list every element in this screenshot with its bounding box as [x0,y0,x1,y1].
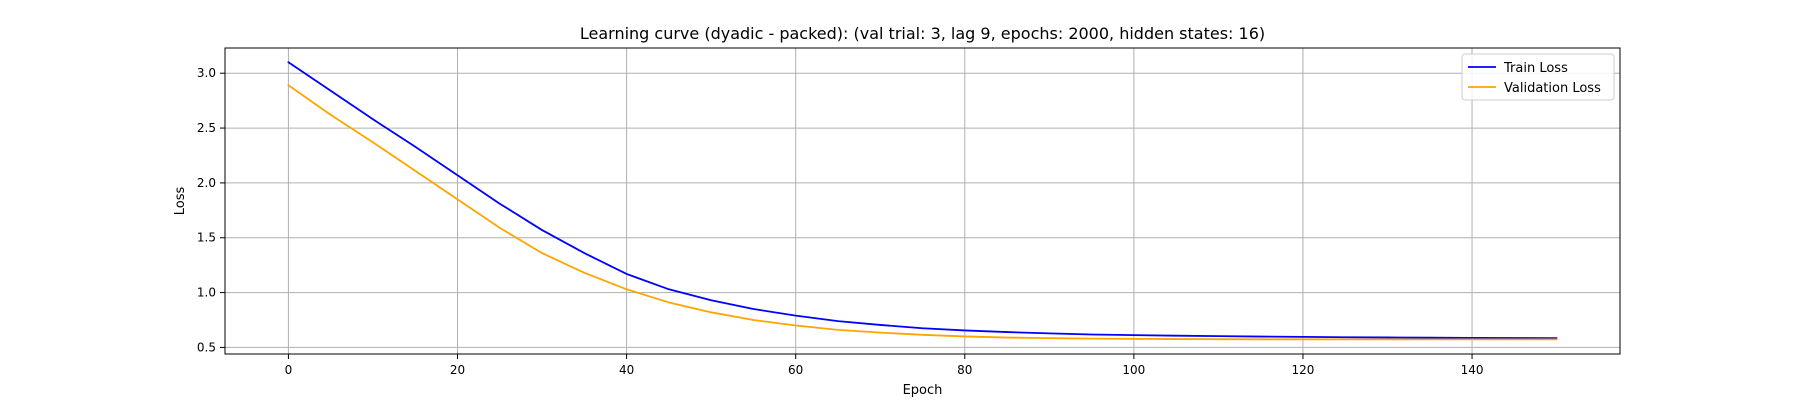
series-line-train-loss [287,61,1558,340]
y-tick-label: 1.5 [197,231,216,245]
x-tick-label: 40 [619,363,634,377]
y-tick-label: 0.5 [197,340,216,354]
x-tick-label: 60 [788,363,803,377]
ticks-layer: 0 20 40 60 80 100 120 140 0.5 1.0 1.5 2.0 2.5 3.0 [197,66,1484,377]
x-tick-label: 20 [450,363,465,377]
y-tick-label: 2.5 [197,121,216,135]
y-tick-label: 1.0 [197,286,216,300]
y-tick-label: 3.0 [197,66,216,80]
legend: Train Loss Validation Loss [1461,53,1615,101]
legend-label-validation-loss: Validation Loss [1504,81,1601,96]
series-layer [287,61,1558,341]
y-tick-label: 2.0 [197,176,216,190]
legend-box [1461,53,1615,101]
x-axis-label: Epoch [903,383,943,398]
y-axis-label: Loss [173,187,188,216]
x-tick-label: 140 [1461,363,1484,377]
x-tick-label: 100 [1122,363,1145,377]
x-tick-label: 80 [957,363,972,377]
plot-frame [224,47,1621,355]
legend-label-train-loss: Train Loss [1503,61,1568,76]
x-tick-label: 120 [1292,363,1315,377]
chart-title: Learning curve (dyadic - packed): (val t… [580,24,1265,43]
series-line-validation-loss [287,84,1558,341]
x-tick-label: 0 [285,363,293,377]
